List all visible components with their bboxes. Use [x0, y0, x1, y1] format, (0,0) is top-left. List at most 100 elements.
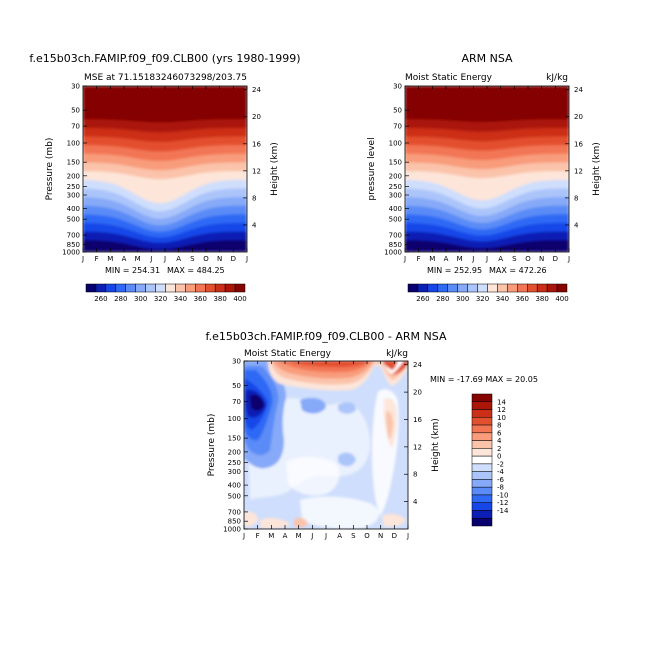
colorbar-label: -6	[497, 476, 505, 484]
colorbar-swatch	[471, 440, 493, 449]
contour-level	[405, 86, 569, 122]
panel-model-ylabel-right: Height (km)	[270, 142, 280, 196]
month-tick-label: M	[268, 532, 274, 540]
panel-obs-colorbar: 260 280 300 320 340 360 380 400	[407, 283, 569, 303]
month-tick-label: M	[296, 532, 302, 540]
colorbar-swatch	[471, 502, 493, 511]
colorbar-label: 380	[213, 295, 226, 303]
pressure-tick-label: 1000	[384, 249, 402, 257]
height-tick-label: 12	[574, 167, 583, 175]
colorbar-label: -10	[497, 491, 508, 499]
colorbar-swatch	[175, 283, 186, 293]
pressure-tick-label: 150	[228, 435, 241, 443]
colorbar-label: 340	[496, 295, 509, 303]
colorbar-swatch	[224, 283, 236, 293]
month-tick-label: F	[256, 532, 260, 540]
colorbar-swatch	[536, 283, 548, 293]
month-tick-label: D	[231, 255, 236, 263]
colorbar-label: -14	[497, 507, 509, 515]
pressure-tick-label: 200	[228, 448, 241, 456]
month-tick-label: J	[163, 255, 166, 263]
panel-diff-left-label: Moist Static Energy	[244, 349, 332, 359]
colorbar-swatch	[95, 283, 107, 293]
month-tick-label: A	[444, 255, 449, 263]
panel-obs-title: ARM NSA	[461, 52, 513, 65]
pressure-tick-label: 500	[228, 492, 241, 500]
month-tick-label: A	[337, 532, 342, 540]
height-tick-label: 4	[574, 221, 579, 229]
month-tick-label: J	[242, 532, 245, 540]
panel-obs-left-label: Moist Static Energy	[405, 73, 493, 83]
colorbar-swatch	[105, 283, 117, 293]
colorbar-label: 10	[497, 414, 506, 422]
panel-diff-contours	[244, 361, 408, 529]
height-tick-label: 24	[413, 361, 422, 369]
colorbar-label: 0	[497, 453, 501, 461]
pressure-tick-label: 400	[67, 205, 80, 213]
colorbar-swatch	[471, 486, 493, 496]
colorbar-swatch	[471, 517, 493, 527]
pressure-tick-label: 70	[71, 123, 80, 131]
height-tick-label: 4	[252, 221, 257, 229]
pressure-tick-label: 100	[389, 139, 402, 147]
pressure-tick-label: 850	[228, 518, 241, 526]
height-tick-label: 20	[574, 113, 583, 121]
month-tick-label: F	[417, 255, 421, 263]
colorbar-swatch	[471, 401, 493, 410]
month-tick-label: D	[392, 532, 397, 540]
month-tick-label: J	[245, 255, 248, 263]
colorbar-swatch	[487, 283, 498, 293]
height-tick-label: 16	[252, 140, 261, 148]
colorbar-label: 260	[416, 295, 429, 303]
pressure-tick-label: 850	[67, 241, 80, 249]
panel-model-colorbar: 260 280 300 320 340 360 380 400	[85, 283, 247, 303]
colorbar-label: 360	[194, 295, 207, 303]
colorbar-swatch	[497, 283, 508, 293]
pressure-tick-label: 200	[389, 172, 402, 180]
month-tick-label: J	[567, 255, 570, 263]
colorbar-label: 380	[535, 295, 548, 303]
panel-model-max: MAX = 484.25	[167, 266, 225, 275]
panel-diff: f.e15b03ch.FAMIP.f09_f09.CLB00 - ARM NSA…	[206, 330, 538, 540]
colorbar-swatch	[471, 510, 493, 519]
pressure-tick-label: 50	[232, 382, 241, 390]
panel-obs: ARM NSA Moist Static Energy kJ/kg 30 50 70…	[367, 52, 602, 303]
colorbar-swatch	[556, 283, 568, 293]
month-tick-label: J	[149, 255, 152, 263]
panel-obs-max: MAX = 472.26	[489, 266, 547, 275]
colorbar-swatch	[471, 479, 493, 488]
colorbar-label: 8	[497, 422, 501, 430]
colorbar-swatch	[471, 448, 493, 457]
pressure-tick-label: 500	[389, 216, 402, 224]
colorbar-swatch	[145, 283, 156, 293]
panel-model-title: f.e15b03ch.FAMIP.f09_f09.CLB00 (yrs 1980…	[29, 52, 300, 65]
colorbar-swatch	[427, 283, 439, 293]
height-tick-label: 24	[574, 86, 583, 94]
month-tick-label: J	[81, 255, 84, 263]
colorbar-label: 320	[476, 295, 489, 303]
pressure-tick-label: 150	[67, 159, 80, 167]
panel-diff-minmax: MIN = -17.69 MAX = 20.05	[430, 375, 538, 384]
colorbar-label: 300	[134, 295, 147, 303]
colorbar-label: 300	[456, 295, 469, 303]
pressure-tick-label: 250	[67, 183, 80, 191]
month-tick-label: O	[203, 255, 209, 263]
colorbar-swatch	[546, 283, 558, 293]
month-tick-label: J	[310, 532, 313, 540]
colorbar-label: 340	[174, 295, 187, 303]
colorbar-swatch	[407, 283, 419, 293]
month-tick-label: F	[95, 255, 99, 263]
colorbar-swatch	[517, 283, 528, 293]
pressure-tick-label: 300	[228, 468, 241, 476]
colorbar-label: 400	[555, 295, 568, 303]
colorbar-swatch	[471, 432, 493, 441]
colorbar-label: 14	[497, 398, 506, 406]
pressure-tick-label: 100	[67, 139, 80, 147]
colorbar-swatch	[507, 283, 518, 293]
colorbar-swatch	[471, 424, 493, 434]
pressure-tick-label: 200	[67, 172, 80, 180]
colorbar-swatch	[471, 471, 493, 480]
panel-model-contours	[83, 86, 247, 252]
colorbar-swatch	[125, 283, 136, 293]
pressure-tick-label: 400	[389, 205, 402, 213]
